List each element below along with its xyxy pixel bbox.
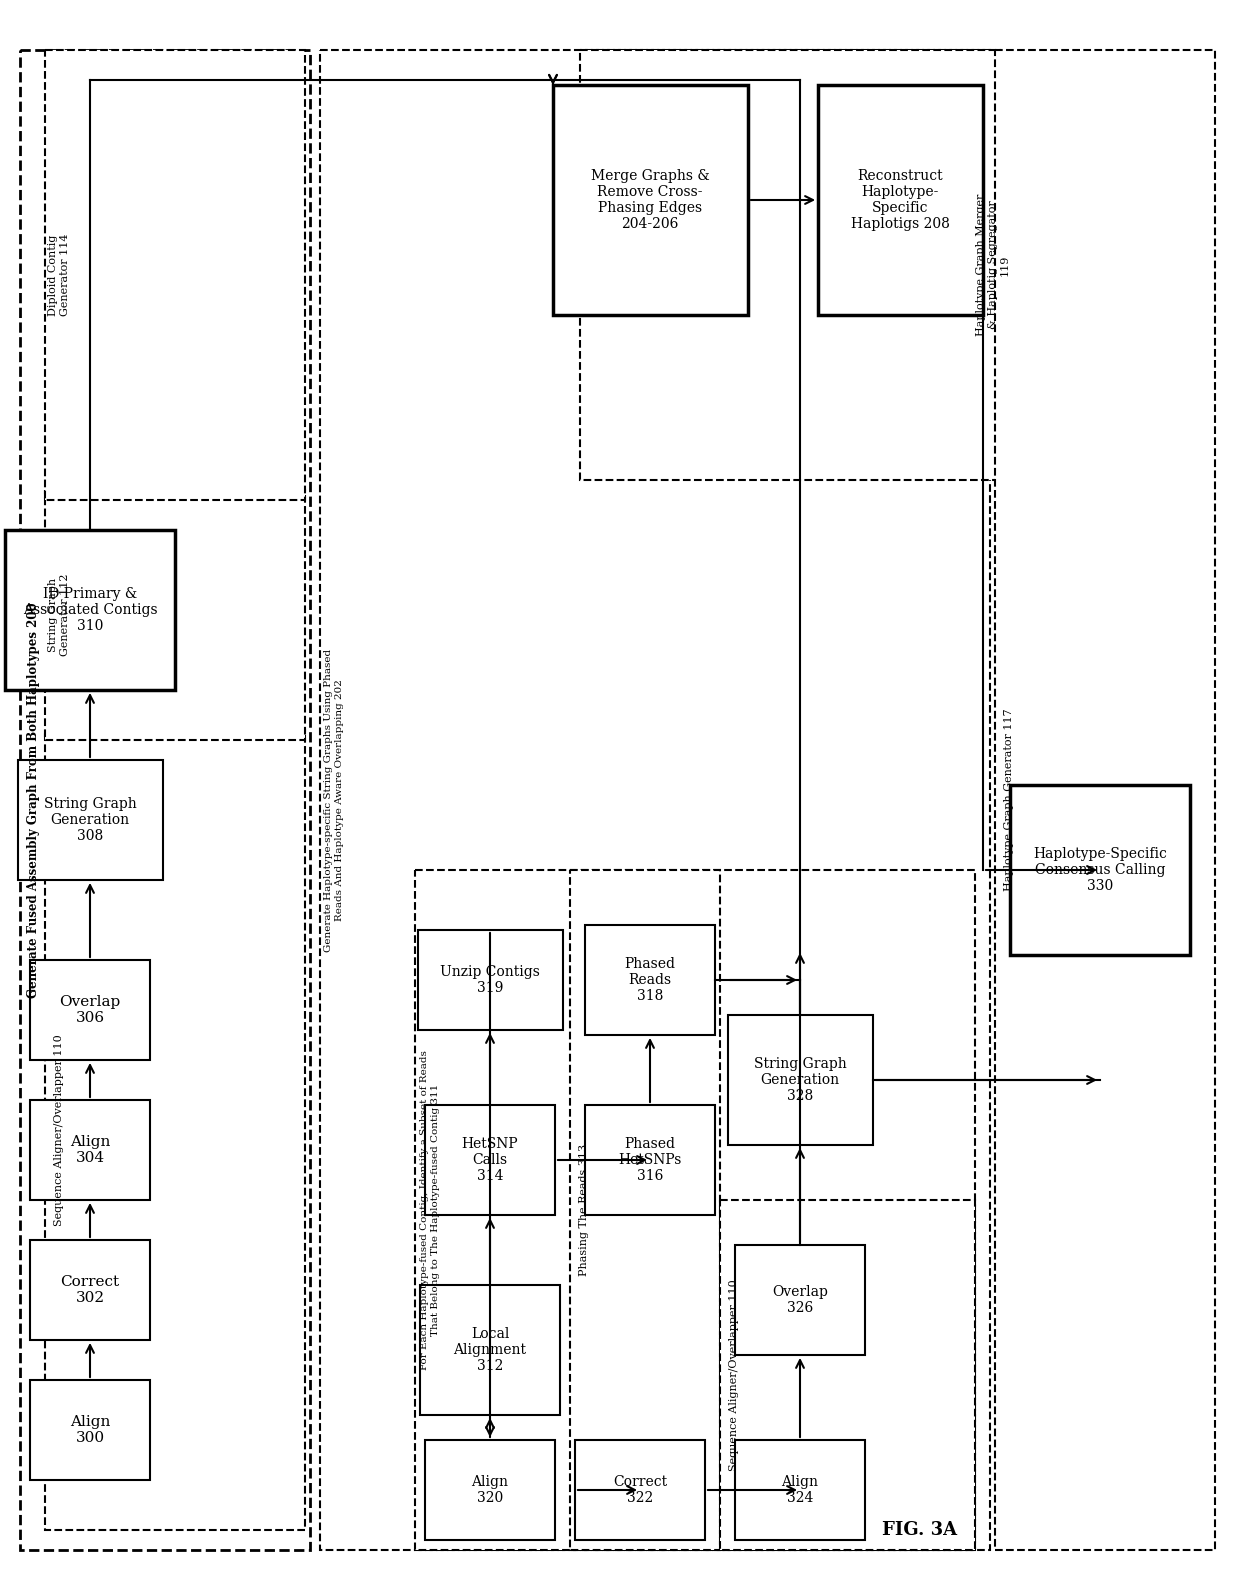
Bar [585,925,715,1035]
Text: Align
324: Align 324 [781,1475,818,1505]
Bar [817,85,982,316]
Text: FIG. 3A: FIG. 3A [883,1521,957,1540]
Text: Haplotype Graph Generator 117: Haplotype Graph Generator 117 [1004,709,1014,891]
Bar [30,1100,150,1200]
Bar [585,1104,715,1214]
Text: Local
Alignment
312: Local Alignment 312 [454,1327,527,1373]
Text: Align
300: Align 300 [69,1415,110,1445]
Text: Phased
Reads
318: Phased Reads 318 [625,957,676,1004]
Text: String Graph
Generator 112: String Graph Generator 112 [48,573,69,657]
Text: Sequence Aligner/Overlapper 110: Sequence Aligner/Overlapper 110 [729,1279,739,1470]
Bar [418,930,563,1031]
Bar [45,731,305,1530]
Text: HetSNP
Calls
314: HetSNP Calls 314 [461,1137,518,1183]
Bar [45,50,305,500]
Bar [30,1240,150,1340]
Text: Correct
322: Correct 322 [613,1475,667,1505]
Text: Overlap
306: Overlap 306 [60,994,120,1026]
Text: Phasing The Reads 313: Phasing The Reads 313 [579,1144,589,1276]
Text: Generate Haplotype-specific String Graphs Using Phased
Reads And Haplotype Aware: Generate Haplotype-specific String Graph… [325,649,343,952]
Bar [720,1200,975,1551]
Text: Reconstruct
Haplotype-
Specific
Haplotigs 208: Reconstruct Haplotype- Specific Haplotig… [851,168,950,231]
Text: String Graph
Generation
328: String Graph Generation 328 [754,1057,847,1103]
Text: Overlap
326: Overlap 326 [773,1285,828,1315]
Text: ID Primary &
Associated Contigs
310: ID Primary & Associated Contigs 310 [22,588,157,633]
Bar [20,50,310,1551]
Text: Align
304: Align 304 [69,1134,110,1166]
Bar [728,1015,873,1145]
Bar [425,1104,556,1214]
Text: Phased
HetSNPs
316: Phased HetSNPs 316 [619,1137,682,1183]
Text: Merge Graphs &
Remove Cross-
Phasing Edges
204-206: Merge Graphs & Remove Cross- Phasing Edg… [590,168,709,231]
Bar [30,1379,150,1480]
Bar [425,1441,556,1540]
Text: Diploid Contig
Generator 114: Diploid Contig Generator 114 [48,234,69,316]
Bar [994,50,1215,1551]
Bar [17,760,162,880]
Text: String Graph
Generation
308: String Graph Generation 308 [43,796,136,844]
Text: Generate Fused Assembly Graph From Both Haplotypes 200: Generate Fused Assembly Graph From Both … [27,602,41,998]
Bar [30,960,150,1060]
Text: Haplotype-Specific
Consensus Calling
330: Haplotype-Specific Consensus Calling 330 [1033,847,1167,894]
Text: Haplotype Graph Merger
& Haplotig Segregator
119: Haplotype Graph Merger & Haplotig Segreg… [976,193,1009,336]
Text: Correct
302: Correct 302 [61,1276,119,1306]
Text: Align
320: Align 320 [471,1475,508,1505]
Bar [1011,786,1190,955]
Bar [570,870,720,1551]
Bar [735,1244,866,1356]
Text: Unzip Contigs
319: Unzip Contigs 319 [440,965,539,994]
Text: For Each Haplotype-fused Contig, Identify a Subset of Reads
That Belong to The H: For Each Haplotype-fused Contig, Identif… [420,1049,440,1370]
Bar [415,870,975,1551]
Bar [320,50,990,1551]
Bar [420,1285,560,1415]
Bar [553,85,748,316]
Text: Sequence Aligner/Overlapper 110: Sequence Aligner/Overlapper 110 [55,1034,64,1225]
Bar [575,1441,706,1540]
Bar [5,529,175,690]
Bar [45,490,305,740]
Bar [735,1441,866,1540]
Bar [580,50,999,481]
